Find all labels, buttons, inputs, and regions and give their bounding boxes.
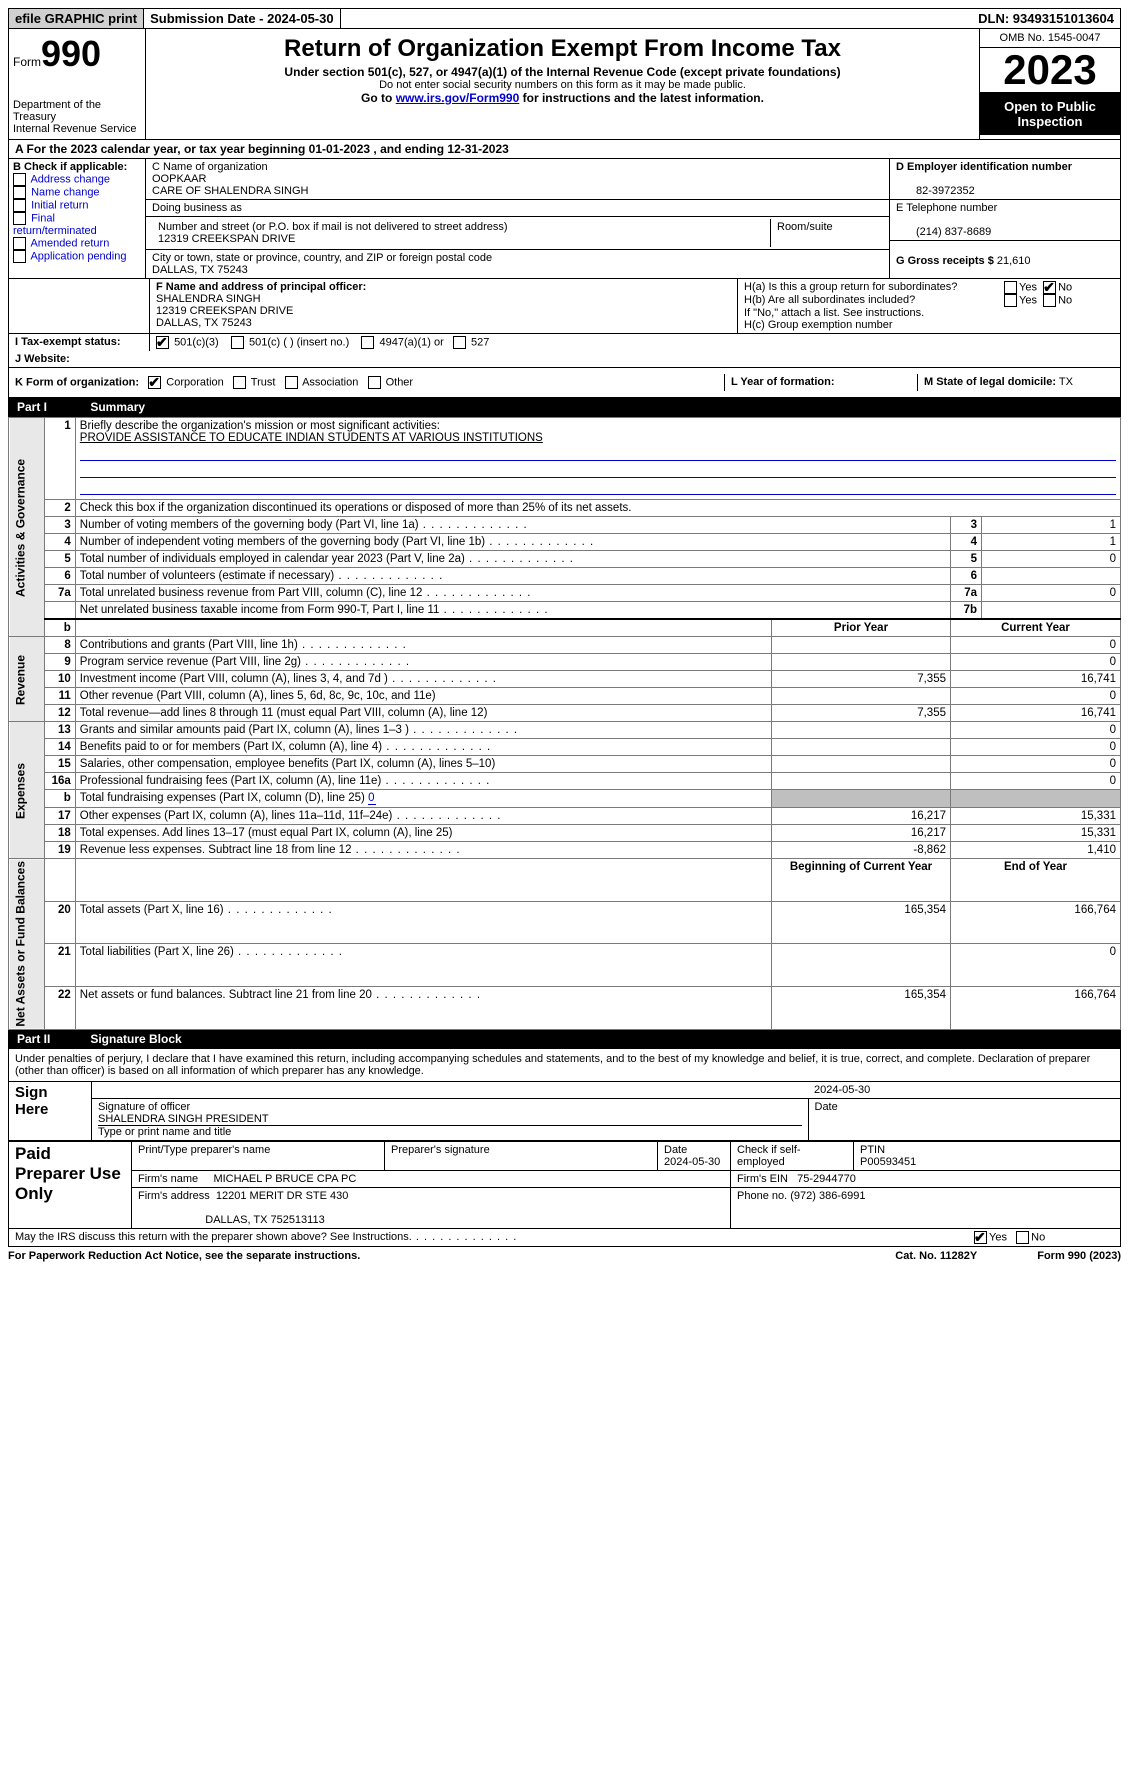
form-header: Form990 Department of the Treasury Inter… (8, 29, 1121, 140)
part-1-header: Part I Summary (8, 398, 1121, 417)
h-b-label: H(b) Are all subordinates included? (744, 294, 1004, 307)
h-c-label: H(c) Group exemption number (744, 319, 1114, 331)
v4: 1 (982, 534, 1121, 551)
col-end: End of Year (951, 859, 1121, 902)
firm-ein: 75-2944770 (797, 1173, 856, 1185)
box-b: B Check if applicable: Address change Na… (9, 159, 146, 278)
section-revenue: Revenue (9, 637, 45, 722)
ptin-value: P00593451 (860, 1156, 916, 1168)
tax-year: 2023 (980, 48, 1120, 93)
label-gross: G Gross receipts $ (896, 255, 994, 267)
officer-l1: SHALENDRA SINGH (156, 293, 261, 305)
label-city: City or town, state or province, country… (152, 252, 492, 264)
line-a-tax-year: A For the 2023 calendar year, or tax yea… (8, 140, 1121, 159)
chk-initial-return[interactable] (13, 199, 26, 212)
chk-discuss-yes[interactable] (974, 1231, 987, 1244)
col-current: Current Year (951, 619, 1121, 637)
label-dba: Doing business as (146, 200, 889, 217)
chk-trust[interactable] (233, 376, 246, 389)
footer: For Paperwork Reduction Act Notice, see … (8, 1247, 1121, 1265)
form-link-line: Go to www.irs.gov/Form990 for instructio… (156, 91, 969, 105)
chk-527[interactable] (453, 336, 466, 349)
label-phone: E Telephone number (896, 202, 997, 214)
form-subtitle-2: Do not enter social security numbers on … (156, 79, 969, 91)
col-prior: Prior Year (772, 619, 951, 637)
paid-prep-label: Paid Preparer Use Only (9, 1141, 132, 1228)
form-subtitle-1: Under section 501(c), 527, or 4947(a)(1)… (156, 65, 969, 79)
ein-value: 82-3972352 (896, 185, 975, 197)
chk-501c[interactable] (231, 336, 244, 349)
top-bar: efile GRAPHIC print Submission Date - 20… (8, 8, 1121, 29)
label-ein: D Employer identification number (896, 161, 1072, 173)
label-room: Room/suite (771, 219, 883, 247)
chk-application-pending[interactable] (13, 250, 26, 263)
chk-corp[interactable] (148, 376, 161, 389)
open-to-public: Open to Public Inspection (980, 93, 1120, 135)
chk-hb-no[interactable] (1043, 294, 1056, 307)
v6 (982, 568, 1121, 585)
col-begin: Beginning of Current Year (772, 859, 951, 902)
phone-value: (214) 837-8689 (896, 226, 991, 238)
officer-l3: DALLAS, TX 75243 (156, 317, 252, 329)
paid-preparer-table: Paid Preparer Use Only Print/Type prepar… (8, 1141, 1121, 1229)
chk-4947[interactable] (361, 336, 374, 349)
dept-treasury: Department of the Treasury (13, 99, 141, 123)
irs-link[interactable]: www.irs.gov/Form990 (396, 91, 520, 105)
h-a-label: H(a) Is this a group return for subordin… (744, 281, 1004, 294)
sign-here-table: Sign Here 2024-05-30 Signature of office… (8, 1082, 1121, 1141)
chk-amended-return[interactable] (13, 237, 26, 250)
firm-addr-2: DALLAS, TX 752513113 (205, 1214, 324, 1226)
org-name-1: OOPKAAR (152, 173, 206, 185)
officer-l2: 12319 CREEKSPAN DRIVE (156, 305, 293, 317)
officer-signature: SHALENDRA SINGH PRESIDENT (98, 1113, 269, 1125)
prep-phone: (972) 386-6991 (790, 1190, 865, 1202)
v3: 1 (982, 517, 1121, 534)
firm-addr-1: 12201 MERIT DR STE 430 (216, 1190, 348, 1202)
summary-table: Activities & Governance 1 Briefly descri… (8, 417, 1121, 1030)
v7a: 0 (982, 585, 1121, 602)
firm-name: MICHAEL P BRUCE CPA PC (213, 1173, 356, 1185)
perjury-text: Under penalties of perjury, I declare th… (8, 1049, 1121, 1082)
chk-final-return[interactable] (13, 212, 26, 225)
org-name-2: CARE OF SHALENDRA SINGH (152, 185, 308, 197)
h-attach: If "No," attach a list. See instructions… (744, 307, 1114, 319)
meta-block: B Check if applicable: Address change Na… (8, 159, 1121, 279)
label-officer: F Name and address of principal officer: (156, 281, 366, 293)
chk-discuss-no[interactable] (1016, 1231, 1029, 1244)
gross-value: 21,610 (997, 255, 1031, 267)
mission-text: PROVIDE ASSISTANCE TO EDUCATE INDIAN STU… (80, 432, 543, 444)
dln: DLN: 93493151013604 (972, 9, 1120, 28)
section-net-assets: Net Assets or Fund Balances (9, 859, 45, 1030)
chk-address-change[interactable] (13, 173, 26, 186)
chk-ha-no[interactable] (1043, 281, 1056, 294)
row-j: J Website: (8, 351, 1121, 368)
efile-print-button[interactable]: efile GRAPHIC print (9, 9, 144, 28)
chk-ha-yes[interactable] (1004, 281, 1017, 294)
section-expenses: Expenses (9, 722, 45, 859)
row-f-h: F Name and address of principal officer:… (8, 279, 1121, 334)
irs-label: Internal Revenue Service (13, 123, 141, 135)
discuss-row: May the IRS discuss this return with the… (8, 1229, 1121, 1247)
chk-assoc[interactable] (285, 376, 298, 389)
chk-hb-yes[interactable] (1004, 294, 1017, 307)
part-2-header: Part II Signature Block (8, 1030, 1121, 1049)
v7b (982, 602, 1121, 620)
label-street: Number and street (or P.O. box if mail i… (158, 221, 508, 233)
chk-501c3[interactable] (156, 336, 169, 349)
chk-other[interactable] (368, 376, 381, 389)
row-i: I Tax-exempt status: 501(c)(3) 501(c) ( … (8, 334, 1121, 351)
submission-date: Submission Date - 2024-05-30 (144, 9, 341, 28)
v5: 0 (982, 551, 1121, 568)
form-id: Form990 (13, 33, 141, 75)
form-title: Return of Organization Exempt From Incom… (156, 35, 969, 63)
org-city: DALLAS, TX 75243 (152, 264, 248, 276)
section-ag: Activities & Governance (9, 418, 45, 637)
org-street: 12319 CREEKSPAN DRIVE (158, 233, 295, 245)
label-org-name: C Name of organization (152, 161, 268, 173)
chk-name-change[interactable] (13, 186, 26, 199)
row-klm: K Form of organization: Corporation Trus… (8, 368, 1121, 398)
sign-here-label: Sign Here (9, 1082, 92, 1141)
